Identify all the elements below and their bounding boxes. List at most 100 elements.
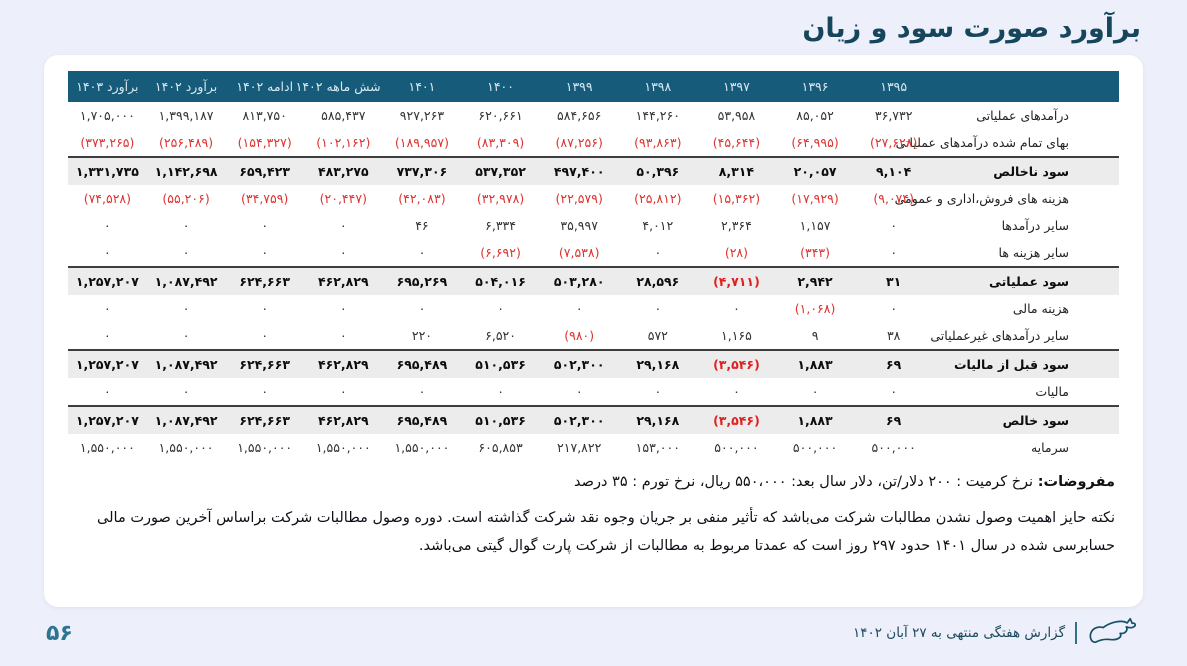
table-cell: ۴۶۲,۸۲۹ <box>304 405 383 434</box>
table-cell: ۶۲۴,۶۶۳ <box>225 349 304 378</box>
table-cell: ۴,۰۱۲ <box>642 218 674 233</box>
table-cell: ۵۱۰,۵۳۶ <box>461 405 540 434</box>
table-cell: ۵۳۷,۳۵۲ <box>461 156 540 185</box>
assumptions-note: مفروضات: نرخ کرمیت : ۲۰۰ دلار/تن، دلار س… <box>72 474 1115 490</box>
table-cell: ۶۵۹,۴۲۳ <box>225 156 304 185</box>
table-cell: ۱,۰۸۷,۴۹۲ <box>146 405 226 434</box>
table-cell: ۶۹ <box>854 349 933 378</box>
row-label: سایر درآمدها <box>1001 218 1069 233</box>
row-label: سایر هزینه ها <box>998 245 1069 260</box>
table-cell: (۲۰,۴۴۷) <box>319 191 367 206</box>
table-cell: (۳۴۳) <box>800 245 831 260</box>
column-header: ۱۳۹۶ <box>775 71 855 102</box>
table-cell: ۰ <box>418 301 426 316</box>
row-label: سایر درآمدهای غیرعملیاتی <box>930 328 1069 343</box>
row-label: بهای تمام شده درآمدهای عملیاتی <box>895 135 1069 150</box>
table-cell: ۱۴۴,۲۶۰ <box>635 108 680 123</box>
table-cell: ۰ <box>261 218 269 233</box>
table-cell: ۰ <box>339 384 347 399</box>
table-row: مالیات ۰ ۰ ۰ ۰ ۰ ۰ ۰ ۰ ۰ ۰ ۰ <box>68 378 1119 406</box>
row-label: سود ناخالص <box>933 156 1119 185</box>
table-cell: ۱,۷۰۵,۰۰۰ <box>79 108 135 123</box>
table-cell: ۹ <box>811 328 819 343</box>
table-cell: ۵۱۰,۵۳۶ <box>461 349 540 378</box>
page-footer: گزارش هفتگی منتهی به ۲۷ آبان ۱۴۰۲ ۵۶ <box>0 607 1187 650</box>
column-header: شش ماهه ۱۴۰۲ <box>296 71 383 102</box>
row-label: سود خالص <box>933 405 1119 434</box>
table-cell: ۱۵۳,۰۰۰ <box>635 440 680 455</box>
table-cell: ۴۶۲,۸۲۹ <box>304 349 383 378</box>
table-cell: (۳۷۳,۲۶۵) <box>80 135 135 150</box>
table-cell: ۲۹,۱۶۸ <box>618 349 698 378</box>
table-cell: ۸,۳۱۴ <box>697 156 776 185</box>
table-cell: ۰ <box>104 301 111 316</box>
table-cell: ۴۹۷,۴۰۰ <box>539 156 619 185</box>
table-cell: ۲,۹۴۲ <box>775 266 855 295</box>
table-cell: ۰ <box>575 301 583 316</box>
column-header: برآورد ۱۴۰۳ <box>68 71 147 102</box>
row-label: هزینه مالی <box>1012 301 1069 316</box>
table-cell: ۲۹,۱۶۸ <box>618 405 698 434</box>
table-cell: (۹۸۰) <box>564 328 595 343</box>
column-header: ۱۳۹۷ <box>697 71 776 102</box>
table-row: سایر درآمدهای غیرعملیاتی ۳۸ ۹ ۱,۱۶۵ ۵۷۲ (۹۸۰)… <box>68 322 1119 350</box>
table-cell: ۱,۵۵۰,۰۰۰ <box>158 440 214 455</box>
table-cell: ۵۰۲,۳۰۰ <box>539 405 619 434</box>
animal-logo-icon <box>1087 616 1141 650</box>
table-cell: ۳۱ <box>854 266 933 295</box>
table-cell: (۵۵,۲۰۶) <box>162 191 210 206</box>
table-cell: ۰ <box>497 301 504 316</box>
column-header: ۱۳۹۸ <box>618 71 698 102</box>
table-cell: ۵۷۲ <box>647 328 668 343</box>
table-cell: ۰ <box>104 218 111 233</box>
row-label: هزینه های فروش،اداری و عمومی <box>894 191 1069 206</box>
table-cell: ۰ <box>890 301 898 316</box>
table-cell: ۹۲۷,۲۶۳ <box>399 108 445 123</box>
table-cell: ۱,۲۵۷,۲۰۷ <box>68 349 147 378</box>
table-cell: ۰ <box>890 218 898 233</box>
table-cell: ۰ <box>182 384 190 399</box>
table-cell: ۰ <box>654 245 662 260</box>
table-row: سود عملیاتی ۳۱ ۲,۹۴۲ (۴,۷۱۱) ۲۸,۵۹۶ ۵۰۳,۲۸۰ ۵۰… <box>68 266 1119 295</box>
table-cell: (۹۳,۸۶۳) <box>634 135 682 150</box>
table-cell: (۴۵,۶۴۴) <box>712 135 761 150</box>
assumptions-label: مفروضات: <box>1037 474 1115 490</box>
table-cell: ۰ <box>182 218 190 233</box>
table-cell: (۱,۰۶۸) <box>794 301 836 316</box>
table-cell: ۲۱۷,۸۲۲ <box>557 440 602 455</box>
table-cell: (۶۴,۹۹۵) <box>791 135 839 150</box>
table-cell: ۱,۵۵۰,۰۰۰ <box>315 440 371 455</box>
table-cell: ۷۳۷,۳۰۶ <box>382 156 462 185</box>
table-cell: (۳۴,۷۵۹) <box>241 191 289 206</box>
table-row: درآمدهای عملیاتی ۳۶,۷۳۲ ۸۵,۰۵۲ ۵۳,۹۵۸ ۱۴۴,۲۶… <box>68 102 1119 129</box>
table-cell: ۵۰۴,۰۱۶ <box>461 266 540 295</box>
table-cell: ۵۸۴,۶۵۶ <box>557 108 602 123</box>
table-cell: (۴,۷۱۱) <box>697 266 776 295</box>
table-cell: ۰ <box>261 384 269 399</box>
table-cell: ۵۰۲,۳۰۰ <box>539 349 619 378</box>
table-cell: ۴۸۳,۲۷۵ <box>304 156 383 185</box>
table-cell: ۶۲۰,۶۶۱ <box>478 108 523 123</box>
table-cell: ۰ <box>890 245 898 260</box>
table-cell: ۴۶۲,۸۲۹ <box>304 266 383 295</box>
table-cell: ۶۹ <box>854 405 933 434</box>
column-header: ۱۳۹۹ <box>539 71 619 102</box>
table-cell: ۵۳,۹۵۸ <box>717 108 756 123</box>
table-cell: ۶۲۴,۶۶۳ <box>225 266 304 295</box>
table-cell: (۴۲,۰۸۳) <box>398 191 446 206</box>
table-row: هزینه مالی ۰ (۱,۰۶۸) ۰ ۰ ۰ ۰ ۰ ۰ ۰ ۰ ۰ <box>68 295 1119 322</box>
table-cell: (۱۵۴,۳۲۷) <box>237 135 292 150</box>
page-title: برآورد صورت سود و زیان <box>802 13 1141 44</box>
table-cell: ۰ <box>261 245 269 260</box>
table-cell: (۱۰۲,۱۶۲) <box>316 135 371 150</box>
table-cell: (۲۸) <box>724 245 749 260</box>
table-cell: ۲,۳۶۴ <box>721 218 752 233</box>
table-cell: ۰ <box>733 301 740 316</box>
table-cell: ۰ <box>339 245 347 260</box>
table-cell: ۰ <box>654 301 662 316</box>
table-cell: ۶۹۵,۲۶۹ <box>382 266 462 295</box>
page-number: ۵۶ <box>46 620 73 646</box>
table-cell: ۶۲۴,۶۶۳ <box>225 405 304 434</box>
table-cell: (۳,۵۴۶) <box>697 349 776 378</box>
table-cell: ۹,۱۰۴ <box>854 156 933 185</box>
